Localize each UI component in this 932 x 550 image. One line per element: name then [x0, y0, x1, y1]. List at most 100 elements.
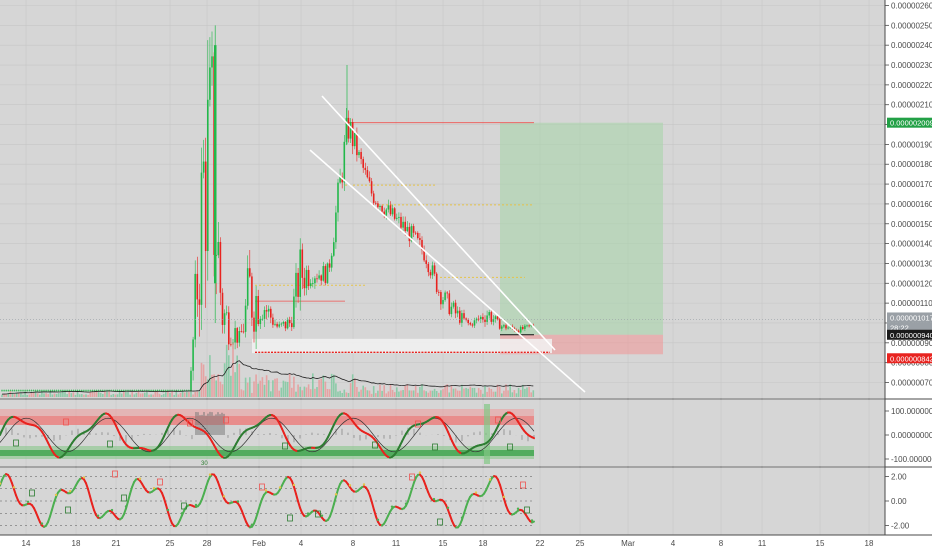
volume-bar	[36, 393, 39, 397]
osc2-segment	[409, 487, 413, 497]
volume-bar	[387, 391, 390, 397]
candle-body	[398, 216, 400, 218]
volume-bar	[213, 374, 215, 397]
volume-bar	[465, 387, 467, 397]
osc2-level-lines	[0, 476, 534, 526]
volume-bar	[230, 375, 232, 397]
candle-body	[519, 326, 522, 333]
candle-body	[316, 278, 318, 280]
candle-body	[370, 181, 373, 194]
volume-bar	[62, 391, 64, 397]
osc2-dot	[166, 508, 170, 512]
volume-bar	[330, 373, 333, 397]
volume-bar	[326, 388, 329, 397]
oscillator-2-panel[interactable]	[0, 470, 535, 529]
osc2-segment	[369, 494, 373, 504]
volume-bar	[362, 385, 364, 397]
candle-body	[501, 326, 503, 329]
candle-body	[448, 293, 451, 315]
candle-body	[150, 390, 152, 392]
volume-bar	[381, 390, 383, 397]
candle-body	[438, 291, 440, 293]
candle-body	[64, 390, 66, 392]
volume-bar	[490, 388, 493, 397]
volume-bar	[309, 389, 312, 397]
osc2-signal-tag	[157, 478, 163, 486]
osc1-signal-tag	[432, 443, 438, 451]
candle-body	[129, 390, 131, 392]
candle-body	[312, 283, 314, 285]
candle-body	[431, 265, 434, 276]
candle-body	[335, 212, 337, 243]
target-price-label: 0.0000020094	[890, 119, 932, 128]
volume-bar	[204, 376, 207, 397]
candle-body	[349, 122, 352, 139]
volume-bar	[282, 380, 285, 397]
candle-body	[211, 56, 213, 68]
volume-bar	[284, 381, 287, 397]
time-tick-label: 28	[203, 539, 212, 548]
volume-bar	[526, 387, 528, 397]
time-tick-label: 4	[671, 539, 676, 548]
volume-bar	[194, 391, 196, 397]
osc2-segment	[371, 501, 375, 511]
osc2-signal-tag	[259, 483, 265, 491]
candle-body	[15, 390, 18, 392]
volume-bar	[366, 390, 369, 397]
osc1-tick-label: 0.0000000000	[891, 431, 932, 440]
candle-body	[417, 232, 419, 239]
volume-bar	[104, 391, 106, 397]
candle-body	[230, 344, 232, 346]
volume-bar	[1, 394, 3, 397]
candle-body	[20, 390, 22, 392]
osc1-signal-line	[0, 417, 535, 453]
volume-bar	[162, 393, 165, 397]
candle-body	[490, 312, 493, 322]
volume-bar	[32, 392, 35, 397]
candle-body	[60, 390, 62, 392]
candle-body	[30, 390, 33, 392]
candle-body	[93, 390, 96, 392]
candle-body	[404, 221, 406, 231]
volume-bar	[24, 391, 26, 397]
osc2-dot	[516, 507, 520, 510]
long-position-tool[interactable]	[500, 122, 663, 355]
candle-body	[156, 390, 159, 392]
osc2-dot	[418, 471, 422, 474]
osc2-segment	[259, 498, 263, 507]
volume-bar	[347, 392, 350, 397]
channel-lower-line[interactable]	[309, 149, 586, 393]
channel-upper-line[interactable]	[321, 95, 556, 351]
candle-body	[433, 265, 436, 274]
volume-bar	[217, 374, 220, 397]
volume-bar	[167, 391, 169, 397]
candle-body	[507, 327, 509, 329]
oscillator-1-panel[interactable]: 30	[0, 404, 535, 467]
volume-bar	[175, 391, 178, 397]
candle-body	[465, 318, 467, 320]
candle-body	[57, 390, 60, 392]
volume-bar	[3, 394, 5, 397]
candle-body	[385, 209, 388, 216]
candle-body	[78, 390, 81, 392]
osc2-dot	[278, 486, 282, 489]
price-tags: 0.0000020094 0.000001017728:220.000000940…	[887, 117, 932, 364]
volume-bar	[55, 393, 58, 397]
candle-body	[95, 390, 98, 392]
candle-body	[242, 331, 245, 333]
volume-bar	[183, 392, 186, 397]
volume-bar	[498, 386, 501, 397]
volume-bar	[475, 392, 478, 397]
volume-bar	[186, 391, 188, 397]
volume-bar	[244, 377, 247, 397]
volume-bar	[196, 391, 199, 397]
volume-bar	[257, 383, 259, 397]
osc2-dot	[460, 516, 464, 519]
entry-price-label: 0.0000009406	[890, 331, 932, 340]
volume-bar	[477, 388, 480, 397]
candle-body	[47, 390, 49, 392]
candle-body	[223, 313, 226, 325]
volume-bar	[251, 392, 253, 397]
volume-bar	[459, 390, 461, 397]
